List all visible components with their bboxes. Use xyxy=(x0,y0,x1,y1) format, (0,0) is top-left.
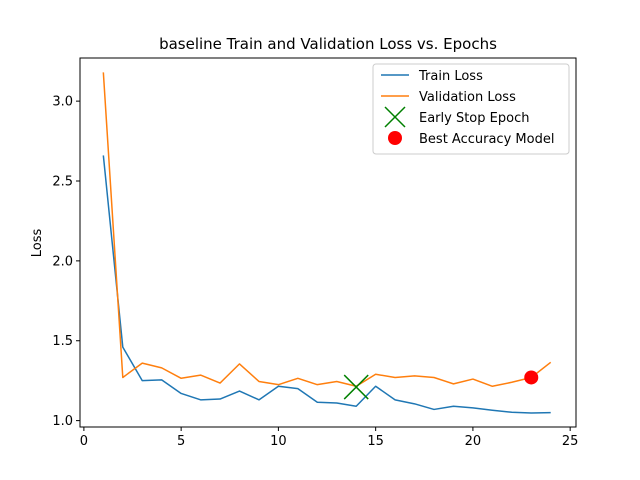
legend-label: Validation Loss xyxy=(419,90,516,105)
legend-label: Train Loss xyxy=(418,69,483,84)
special-markers xyxy=(343,370,539,400)
y-tick-label: 3.0 xyxy=(52,95,73,110)
y-tick-label: 2.5 xyxy=(52,175,73,190)
x-tick-label: 10 xyxy=(270,434,287,449)
legend-swatch xyxy=(388,131,402,145)
legend: Train Loss Validation Loss Early Stop Epoc… xyxy=(372,63,570,155)
y-tick-label: 1.5 xyxy=(52,334,73,349)
series-line-validation-loss xyxy=(102,72,552,388)
legend-box xyxy=(372,63,570,155)
best-accuracy-marker xyxy=(524,370,539,385)
plot-area xyxy=(79,57,577,428)
series-lines xyxy=(102,72,552,414)
chart-title: baseline Train and Validation Loss vs. E… xyxy=(159,35,497,53)
y-tick-label: 2.0 xyxy=(52,254,73,269)
series-line-train-loss xyxy=(102,155,551,414)
x-tick-label: 15 xyxy=(367,434,384,449)
x-tick-label: 0 xyxy=(80,434,88,449)
legend-label: Early Stop Epoch xyxy=(419,111,529,126)
y-tick-label: 1.0 xyxy=(52,414,73,429)
axis-ticks: 0 5 10 15 20 25 1.0 1.5 2.0 2.5 3.0 xyxy=(52,95,578,449)
x-tick-label: 20 xyxy=(465,434,482,449)
x-tick-label: 25 xyxy=(562,434,579,449)
legend-swatch xyxy=(384,106,406,128)
x-tick-label: 5 xyxy=(177,434,185,449)
early-stop-marker xyxy=(343,374,369,400)
y-axis-label: Loss xyxy=(30,229,45,258)
legend-label: Best Accuracy Model xyxy=(419,132,554,147)
